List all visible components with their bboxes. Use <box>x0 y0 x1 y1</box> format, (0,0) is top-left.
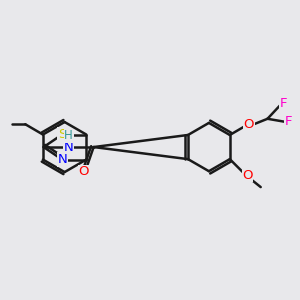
Text: O: O <box>79 165 89 178</box>
Text: S: S <box>58 128 66 141</box>
Text: O: O <box>242 169 253 182</box>
Text: N: N <box>64 141 74 154</box>
Text: N: N <box>57 153 67 166</box>
Text: F: F <box>280 97 287 110</box>
Text: O: O <box>244 118 254 131</box>
Text: H: H <box>64 129 73 142</box>
Text: F: F <box>284 115 292 128</box>
